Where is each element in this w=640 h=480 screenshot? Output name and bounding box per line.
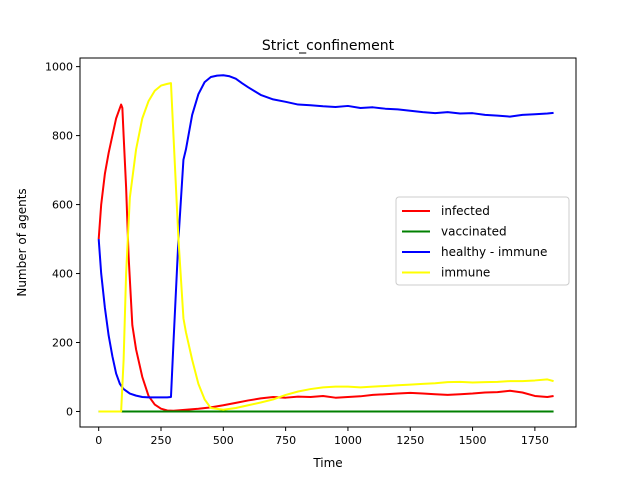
y-tick-label: 0 [66, 405, 73, 418]
x-axis-label: Time [312, 456, 342, 470]
legend-label-1: vaccinated [441, 225, 507, 239]
x-tick-label: 500 [213, 434, 234, 447]
chart-title: Strict_confinement [262, 38, 395, 54]
x-tick-label: 1500 [459, 434, 487, 447]
x-tick-label: 1000 [334, 434, 362, 447]
plot-lines [97, 74, 554, 413]
legend-label-3: immune [441, 266, 490, 280]
x-tick-label: 750 [275, 434, 296, 447]
y-tick-label: 200 [52, 337, 73, 350]
x-axis: 0 250 500 750 1000 1250 1500 1750 [95, 427, 549, 447]
y-tick-label: 400 [52, 268, 73, 281]
x-tick-label: 250 [151, 434, 172, 447]
x-tick-label: 1250 [396, 434, 424, 447]
series-line-0 [97, 103, 554, 412]
legend: infected vaccinated healthy - immune immune [395, 196, 570, 286]
series-line-3 [98, 82, 554, 413]
plot-frame [79, 57, 577, 428]
y-tick-label: 800 [52, 130, 73, 143]
y-axis-label: Number of agents [15, 188, 29, 296]
series-line-2 [97, 74, 554, 399]
y-tick-label: 1000 [45, 61, 73, 74]
y-tick-label: 600 [52, 199, 73, 212]
legend-label-0: infected [441, 204, 490, 218]
x-tick-label: 1750 [521, 434, 549, 447]
legend-box [395, 196, 570, 286]
x-tick-label: 0 [95, 434, 102, 447]
y-axis: 0 200 400 600 800 1000 [45, 61, 80, 418]
legend-label-2: healthy - immune [441, 245, 547, 259]
